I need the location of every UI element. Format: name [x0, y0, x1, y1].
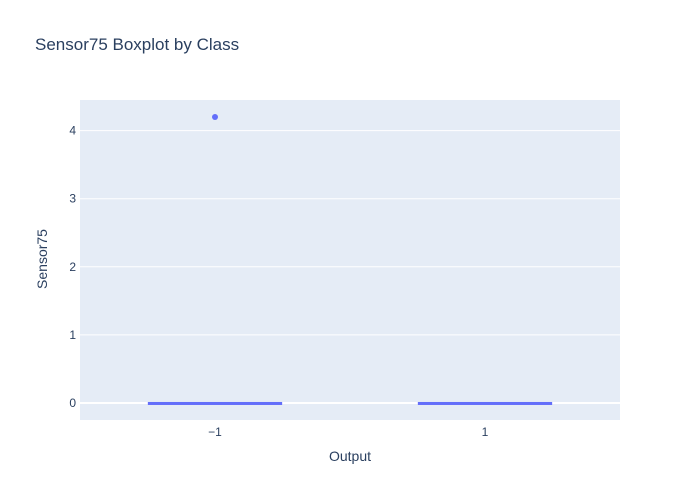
y-tick-label: 1: [69, 328, 76, 342]
box-series: [147, 114, 553, 405]
x-axis-title: Output: [329, 448, 371, 464]
outlier-point: [212, 114, 218, 121]
chart-title: Sensor75 Boxplot by Class: [35, 35, 239, 54]
box-1: [417, 401, 553, 405]
y-tick-labels: 0 1 2 3 4: [69, 124, 76, 410]
y-tick-label: 3: [69, 192, 76, 206]
box-0: [147, 114, 283, 405]
y-tick-label: 4: [69, 124, 76, 138]
plot-area: [80, 100, 620, 420]
y-tick-label: 0: [69, 396, 76, 410]
y-axis-title: Sensor75: [34, 229, 50, 289]
x-tick-label: 1: [482, 425, 489, 439]
x-tick-label: −1: [208, 425, 222, 439]
y-tick-label: 2: [69, 260, 76, 274]
x-tick-labels: −1 1: [208, 425, 489, 439]
